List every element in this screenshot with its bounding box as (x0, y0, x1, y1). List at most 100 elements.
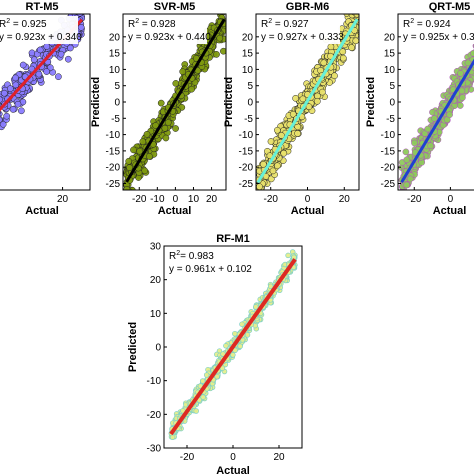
y-tick-label: 10 (242, 65, 254, 76)
data-point (139, 138, 147, 145)
data-point (220, 47, 226, 55)
x-tick-label: 20 (57, 194, 69, 205)
data-point (280, 149, 288, 157)
data-point (214, 373, 220, 380)
x-tick-label: 0 (448, 194, 454, 205)
y-tick-label: -20 (147, 410, 162, 421)
chart-title: GBR-M6 (286, 1, 329, 13)
stats-box (125, 16, 207, 44)
data-point (456, 102, 464, 109)
y-tick-label: 15 (109, 49, 121, 60)
y-tick-label: 20 (150, 275, 162, 286)
chart-title: RT-M5 (26, 1, 59, 13)
data-point (136, 147, 143, 155)
y-axis-label: Predicted (223, 77, 235, 127)
data-point (232, 330, 238, 337)
x-tick-label: -10 (150, 194, 165, 205)
data-point (331, 72, 338, 80)
y-tick-label: -5 (111, 114, 120, 125)
data-point (55, 73, 62, 81)
r-squared-prefix: R (0, 19, 6, 30)
x-tick-label: -20 (132, 194, 147, 205)
stats-box (0, 16, 78, 44)
data-point (285, 252, 291, 259)
data-point (161, 124, 169, 132)
y-tick-label: 5 (389, 81, 395, 92)
r-squared-sup: 2 (135, 18, 139, 25)
data-point (1, 89, 8, 97)
y-tick-label: -25 (381, 179, 396, 190)
data-point (348, 6, 354, 12)
data-point (164, 119, 172, 126)
data-point (244, 332, 251, 338)
x-tick-label: 20 (206, 194, 218, 205)
y-tick-label: -20 (106, 163, 121, 174)
y-tick-label: 30 (150, 242, 162, 253)
x-tick-label: 10 (188, 194, 200, 205)
equation-label: y = 0.923x + 0.340 (0, 32, 82, 43)
y-tick-label: -5 (244, 114, 253, 125)
y-tick-label: -25 (239, 179, 254, 190)
data-point (269, 167, 277, 175)
data-point (294, 130, 301, 137)
data-point (0, 120, 7, 128)
data-point (339, 54, 347, 62)
data-point (411, 139, 418, 147)
x-axis-label: Actual (158, 205, 192, 217)
data-point (123, 186, 131, 190)
data-point (237, 343, 243, 349)
data-point (12, 74, 19, 82)
r-squared-prefix: R (169, 251, 176, 262)
data-point (219, 7, 225, 13)
data-point (9, 106, 17, 113)
r-squared-sup: 2 (268, 18, 272, 25)
data-point (130, 146, 137, 154)
data-point (43, 68, 50, 75)
data-point (343, 14, 351, 17)
y-axis-label: Predicted (365, 77, 377, 127)
y-tick-label: 20 (109, 32, 121, 43)
data-point (305, 103, 313, 111)
y-axis-label: Predicted (127, 322, 139, 372)
data-point (57, 50, 65, 58)
chart-title: SVR-M5 (154, 1, 196, 13)
data-point (239, 321, 245, 327)
data-point (76, 14, 84, 17)
data-point (406, 175, 414, 183)
r-squared-value: = 0.927 (272, 19, 309, 30)
data-point (18, 107, 25, 115)
y-tick-label: -10 (147, 376, 162, 387)
r-squared-label: R2= 0.983 (169, 250, 214, 262)
data-point (30, 56, 38, 64)
y-tick-label: -15 (106, 146, 121, 157)
chart-title: QRT-M5 (429, 1, 471, 13)
y-tick-label: 20 (242, 32, 254, 43)
r-squared-value: = 0.924 (414, 19, 451, 30)
equation-label: y = 0.925x + 0.350 (403, 32, 474, 43)
regression-line (400, 58, 474, 184)
r-squared-sup: 2 (410, 18, 414, 25)
stats-box (258, 16, 340, 44)
data-point (403, 181, 411, 189)
y-tick-label: 10 (150, 309, 162, 320)
data-point (402, 148, 410, 156)
data-point (349, 6, 355, 12)
data-point (260, 160, 267, 168)
r-squared-sup: 2 (6, 18, 10, 25)
stats-box (166, 248, 262, 276)
r-squared-prefix: R (261, 19, 268, 30)
data-point (339, 48, 347, 56)
y-axis-label: Predicted (90, 77, 102, 127)
y-tick-label: 15 (384, 49, 396, 60)
y-tick-label: 0 (247, 98, 253, 109)
y-tick-label: -10 (239, 130, 254, 141)
data-point (399, 200, 405, 206)
data-point (430, 114, 438, 122)
data-point (223, 343, 229, 349)
chart-panel-rt-m5: R2 = 0.925 y = 0.923x + 0.340 RT-M5 20Actua… (0, 1, 91, 217)
y-tick-label: 20 (384, 32, 396, 43)
y-tick-label: -25 (106, 179, 121, 190)
data-point (256, 183, 263, 190)
